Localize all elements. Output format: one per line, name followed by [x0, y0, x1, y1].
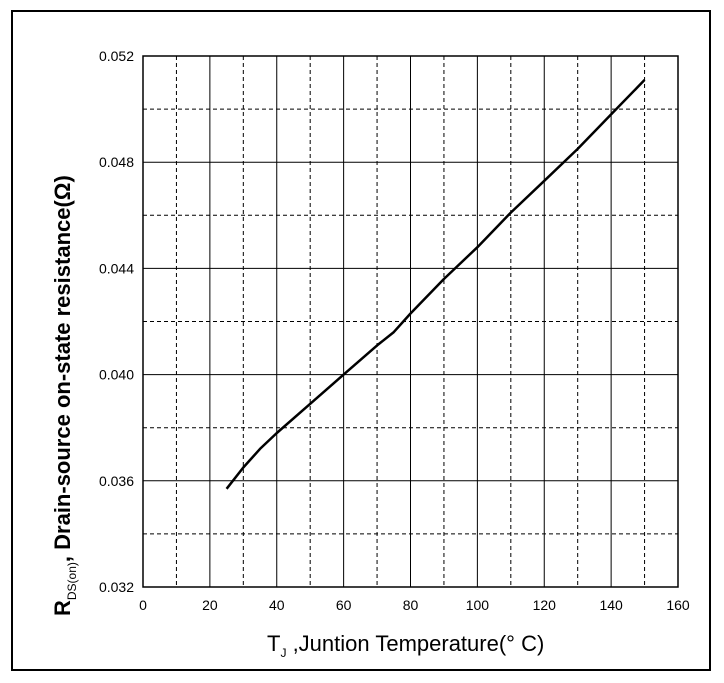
y-axis-label-subscript: DS(on): [65, 562, 79, 600]
x-tick-label: 120: [533, 597, 557, 613]
x-tick-label: 100: [466, 597, 490, 613]
y-axis-label-text: , Drain-source on-state resistance(Ω): [50, 175, 75, 562]
y-axis-label: RDS(on), Drain-source on-state resistanc…: [50, 175, 79, 616]
y-tick-label: 0.036: [99, 473, 134, 489]
major-grid: [143, 56, 678, 587]
y-tick-label: 0.052: [99, 48, 134, 64]
x-tick-label: 160: [666, 597, 690, 613]
x-tick-label: 40: [269, 597, 285, 613]
series-line: [225, 79, 646, 490]
x-axis-label-subscript: J: [280, 646, 286, 660]
y-tick-label: 0.048: [99, 154, 134, 170]
plot-border: [142, 55, 679, 588]
x-tick-labels: 0 20 40 60 80 100 120 140 160: [139, 597, 690, 613]
x-tick-label: 60: [336, 597, 352, 613]
y-tick-label: 0.032: [99, 579, 134, 595]
series-group: [225, 79, 646, 490]
x-tick-label: 20: [202, 597, 218, 613]
x-tick-label: 80: [403, 597, 419, 613]
x-axis-label: TJ ,Juntion Temperature(° C): [267, 631, 544, 660]
x-tick-label: 140: [599, 597, 623, 613]
y-axis-label-symbol: R: [50, 600, 75, 616]
x-tick-label: 0: [139, 597, 147, 613]
y-tick-label: 0.044: [99, 260, 134, 276]
y-tick-label: 0.040: [99, 367, 134, 383]
x-axis-label-text: ,Juntion Temperature(° C): [286, 631, 544, 656]
x-axis-label-symbol: T: [267, 631, 280, 656]
y-tick-labels: 0.032 0.036 0.040 0.044 0.048 0.052: [99, 48, 134, 595]
